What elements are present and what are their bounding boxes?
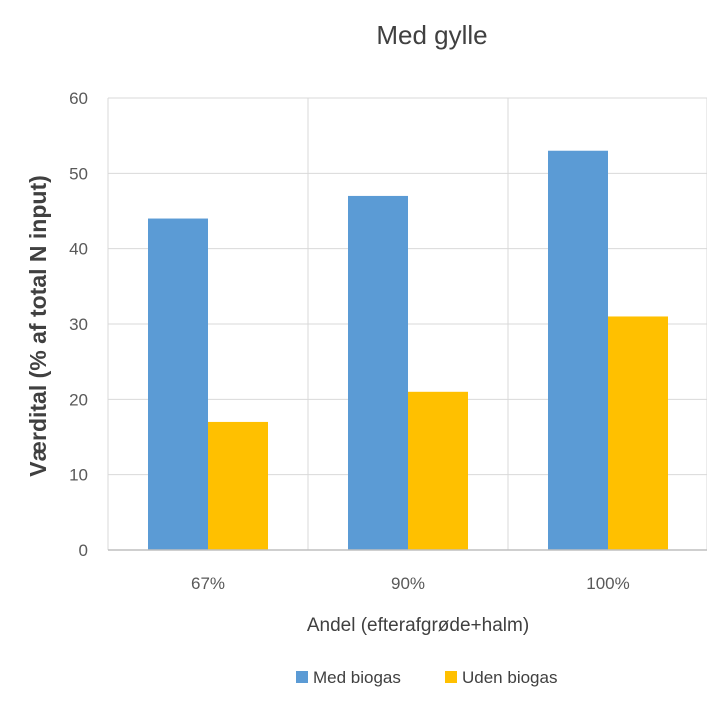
bar-1-2 <box>608 316 668 550</box>
x-tick-label-2: 100% <box>586 574 629 593</box>
y-axis-title: Værdital (% af total N input) <box>25 175 51 477</box>
legend-swatch-1 <box>445 671 457 683</box>
x-tick-label-0: 67% <box>191 574 225 593</box>
bar-1-0 <box>208 421 268 550</box>
y-tick-label-1: 10 <box>69 466 88 485</box>
bar-0-0 <box>148 218 208 551</box>
bar-0-2 <box>548 150 608 550</box>
y-tick-label-0: 0 <box>79 541 88 560</box>
plot-area: 0 10 20 30 40 50 60 67% 90% 100% <box>69 89 707 593</box>
y-tick-label-2: 20 <box>69 390 88 409</box>
y-tick-label-4: 40 <box>69 240 88 259</box>
bar-0-1 <box>348 195 408 550</box>
y-tick-label-6: 60 <box>69 89 88 108</box>
chart-title: Med gylle <box>376 20 487 50</box>
bar-1-1 <box>408 391 468 550</box>
legend-swatch-0 <box>296 671 308 683</box>
y-tick-label-5: 50 <box>69 164 88 183</box>
legend-label-1: Uden biogas <box>462 668 557 687</box>
x-tick-label-1: 90% <box>391 574 425 593</box>
y-tick-label-3: 30 <box>69 315 88 334</box>
legend-label-0: Med biogas <box>313 668 401 687</box>
x-axis-title: Andel (efterafgrøde+halm) <box>307 615 529 636</box>
legend: Med biogas Uden biogas <box>296 668 557 687</box>
